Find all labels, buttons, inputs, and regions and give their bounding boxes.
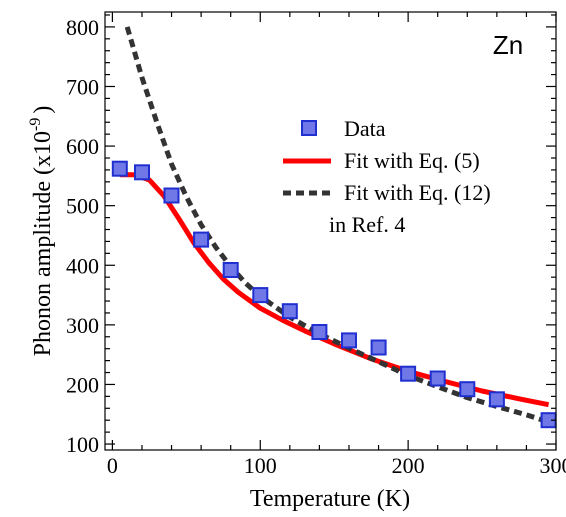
y-axis-title-main: Phonon amplitude (x10 — [30, 131, 56, 356]
y-tick-label: 700 — [66, 74, 99, 99]
plot-content — [111, 26, 557, 429]
y-tick-label: 100 — [66, 432, 99, 457]
data-point-marker — [163, 187, 180, 204]
x-axis-title: Temperature (K) — [250, 486, 410, 512]
y-tick-label: 600 — [66, 134, 99, 159]
plot-frame — [104, 11, 557, 451]
y-axis-title-tail: ) — [30, 106, 56, 114]
data-point-marker — [193, 231, 210, 248]
data-point-marker — [134, 164, 150, 181]
y-tick-label: 300 — [66, 313, 99, 338]
x-tick-label: 100 — [244, 453, 277, 478]
x-tick-label: 0 — [107, 453, 118, 478]
data-point-marker — [488, 391, 505, 408]
x-tick-label: 200 — [392, 453, 425, 478]
data-point-marker — [111, 160, 128, 177]
data-point-marker — [222, 262, 239, 278]
data-point-marker — [429, 370, 446, 387]
y-tick-label: 800 — [66, 15, 99, 40]
y-axis-title: Phonon amplitude (x10-9) — [27, 106, 56, 357]
axis-ticks — [105, 12, 557, 450]
data-point-marker — [370, 339, 387, 356]
legend-label-fit-eq12-line2: in Ref. 4 — [329, 212, 405, 237]
y-tick-label: 500 — [66, 194, 99, 219]
legend-label-fit-eq12: Fit with Eq. (12) — [344, 180, 491, 205]
element-annotation: Zn — [493, 30, 523, 60]
data-point-marker — [252, 287, 269, 304]
data-point-marker — [311, 324, 328, 340]
y-tick-label: 200 — [66, 372, 99, 397]
series-line-fit-eq12 — [124, 26, 550, 425]
legend-label-data: Data — [344, 116, 386, 141]
data-point-marker — [459, 381, 476, 398]
x-tick-label: 300 — [540, 453, 566, 478]
data-point-marker — [341, 332, 357, 349]
data-point-marker — [281, 303, 298, 320]
legend: Data Fit with Eq. (5) Fit with Eq. (12) … — [283, 116, 491, 237]
y-axis-title-exponent: -9 — [27, 118, 44, 131]
y-tick-label: 400 — [66, 253, 99, 278]
legend-marker-data — [301, 120, 317, 136]
series-line-fit-eq5 — [119, 172, 550, 408]
legend-label-fit-eq5: Fit with Eq. (5) — [344, 148, 480, 173]
data-point-marker — [400, 365, 417, 382]
axis-tick-labels: 0 100 200 300 100 200 300 400 500 600 700 800 — [66, 15, 566, 478]
